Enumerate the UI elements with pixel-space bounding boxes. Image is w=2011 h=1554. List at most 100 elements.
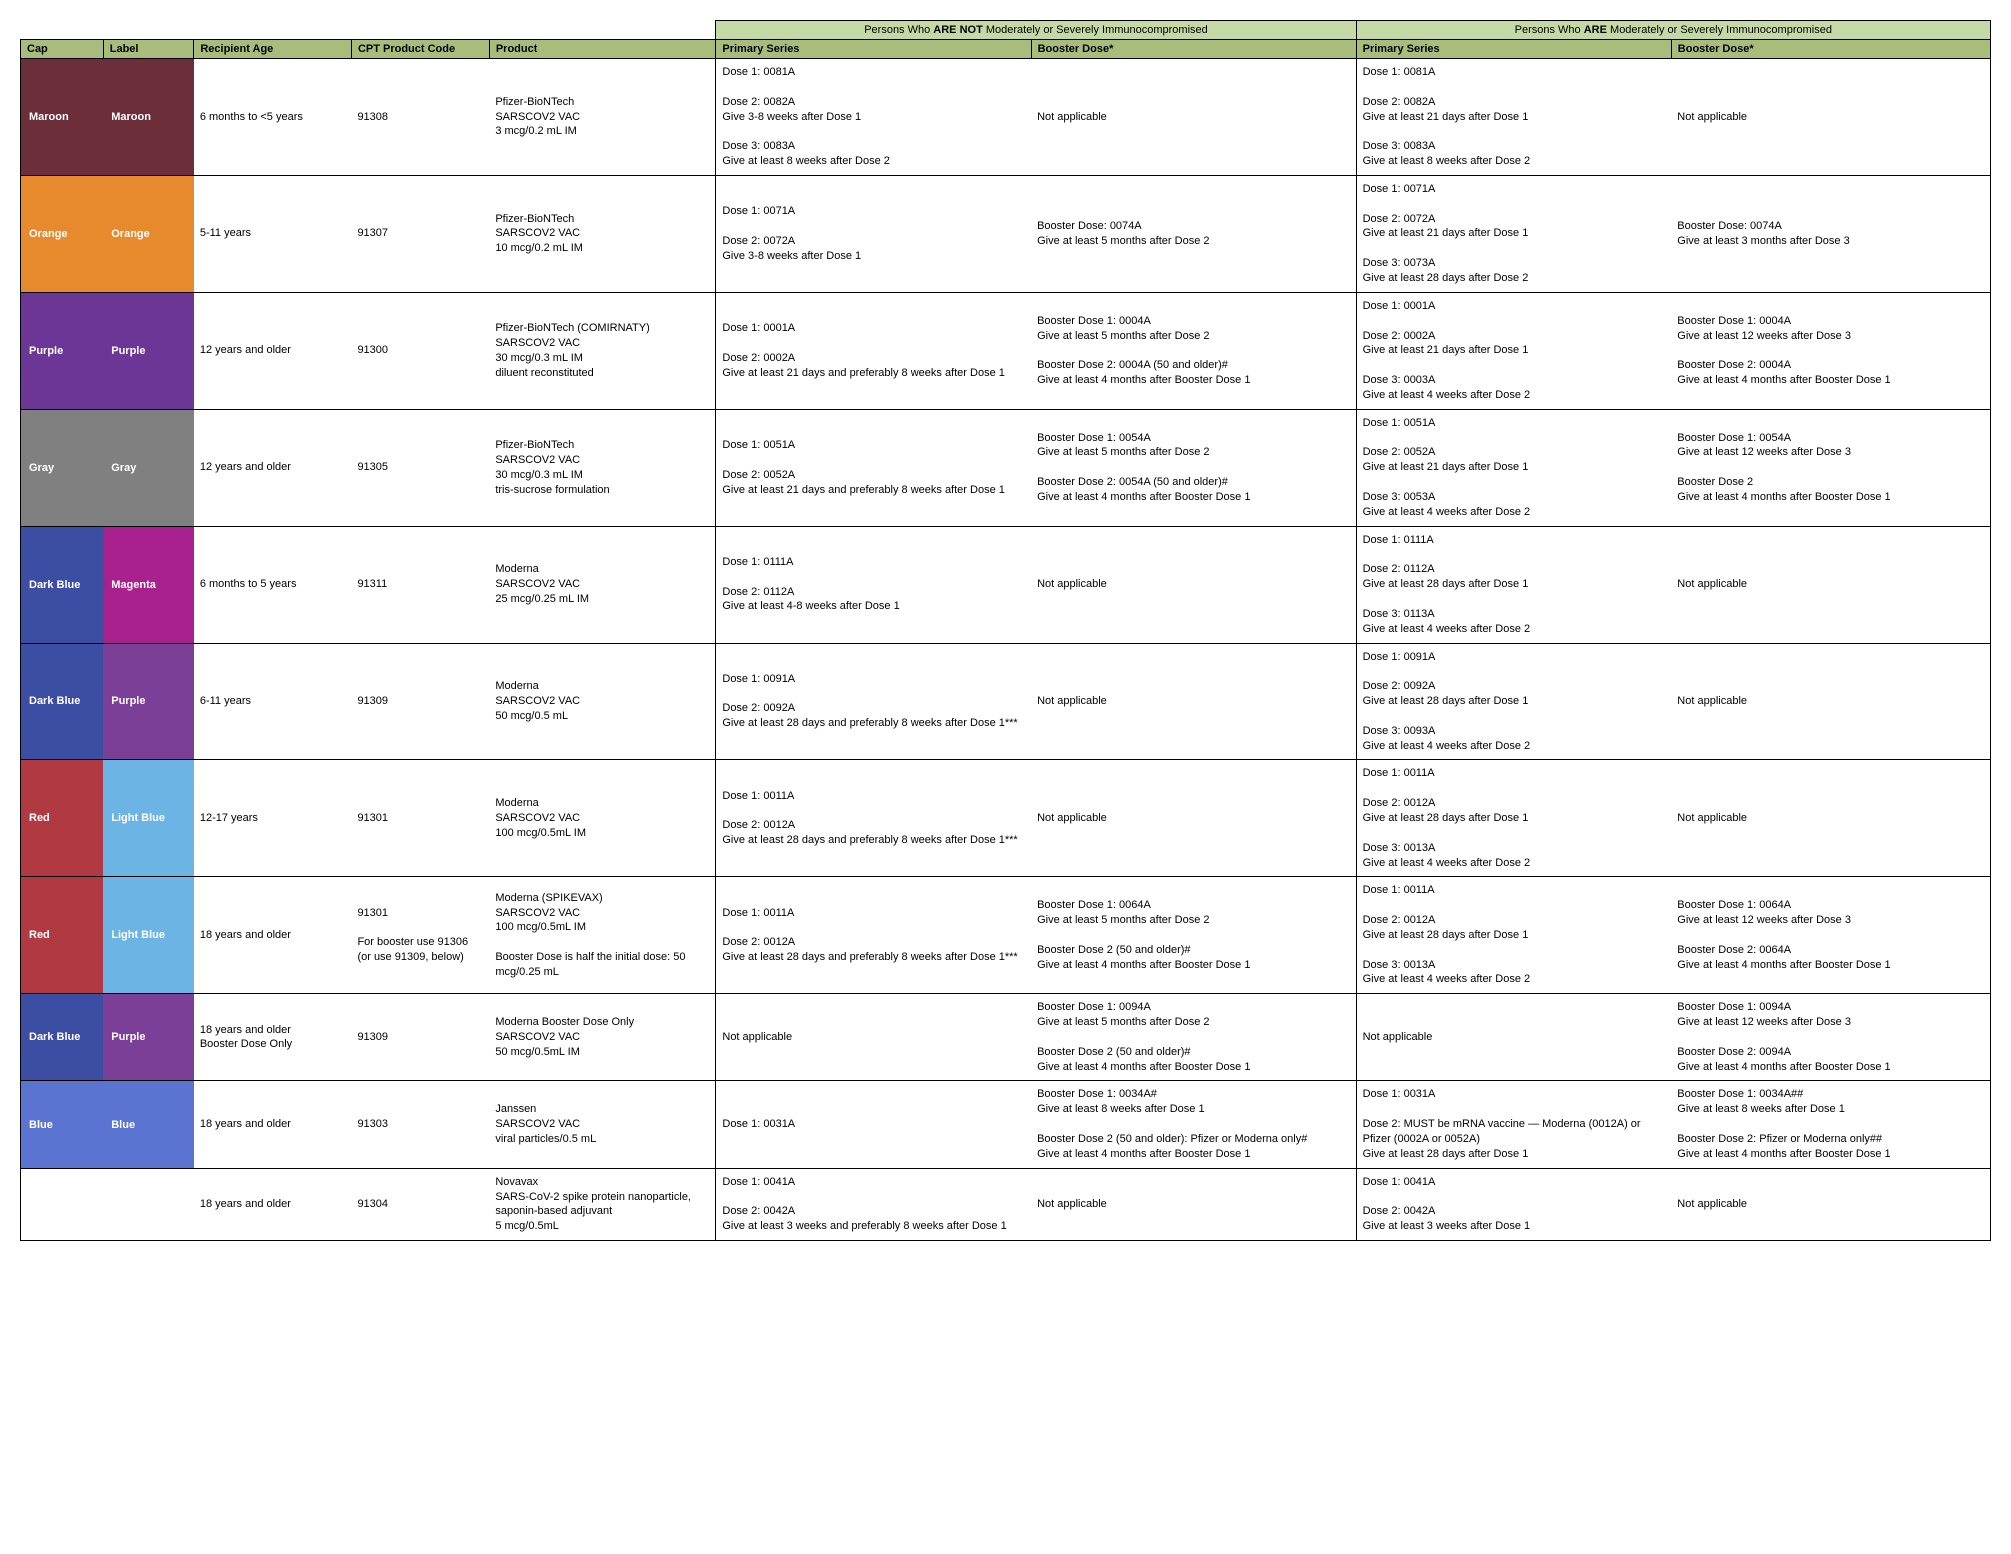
primary-series-not: Dose 1: 0091A Dose 2: 0092A Give at leas…	[716, 643, 1031, 760]
table-row: PurplePurple12 years and older91300Pfize…	[21, 292, 1991, 409]
label-cell: Purple	[103, 643, 194, 760]
booster-not: Booster Dose 1: 0034A# Give at least 8 w…	[1031, 1081, 1356, 1168]
label-cell: Magenta	[103, 526, 194, 643]
cap-cell: Maroon	[21, 59, 104, 176]
table-row: OrangeOrange5-11 years91307Pfizer-BioNTe…	[21, 175, 1991, 292]
col-product: Product	[489, 40, 716, 59]
cap-cell	[21, 1168, 104, 1240]
booster-not: Booster Dose 1: 0054A Give at least 5 mo…	[1031, 409, 1356, 526]
primary-series-not: Dose 1: 0041A Dose 2: 0042A Give at leas…	[716, 1168, 1031, 1240]
booster-are: Booster Dose: 0074A Give at least 3 mont…	[1671, 175, 1990, 292]
booster-not: Not applicable	[1031, 643, 1356, 760]
product-cell: Pfizer-BioNTech (COMIRNATY) SARSCOV2 VAC…	[489, 292, 716, 409]
product-cell: Novavax SARS-CoV-2 spike protein nanopar…	[489, 1168, 716, 1240]
booster-not: Booster Dose: 0074A Give at least 5 mont…	[1031, 175, 1356, 292]
label-cell	[103, 1168, 194, 1240]
table-row: Dark BlueMagenta6 months to 5 years91311…	[21, 526, 1991, 643]
primary-series-not: Dose 1: 0011A Dose 2: 0012A Give at leas…	[716, 760, 1031, 877]
product-cell: Moderna SARSCOV2 VAC 25 mcg/0.25 mL IM	[489, 526, 716, 643]
primary-series-are: Dose 1: 0031A Dose 2: MUST be mRNA vacci…	[1356, 1081, 1671, 1168]
product-cell: Pfizer-BioNTech SARSCOV2 VAC 30 mcg/0.3 …	[489, 409, 716, 526]
booster-not: Not applicable	[1031, 59, 1356, 176]
product-cell: Moderna (SPIKEVAX) SARSCOV2 VAC 100 mcg/…	[489, 877, 716, 994]
col-cap: Cap	[21, 40, 104, 59]
primary-series-are: Dose 1: 0091A Dose 2: 0092A Give at leas…	[1356, 643, 1671, 760]
primary-series-are: Dose 1: 0011A Dose 2: 0012A Give at leas…	[1356, 877, 1671, 994]
primary-series-are: Not applicable	[1356, 994, 1671, 1081]
cpt-cell: 91305	[351, 409, 489, 526]
cap-cell: Gray	[21, 409, 104, 526]
label-cell: Light Blue	[103, 760, 194, 877]
age-cell: 6 months to <5 years	[194, 59, 352, 176]
label-cell: Orange	[103, 175, 194, 292]
table-row: BlueBlue18 years and older91303Janssen S…	[21, 1081, 1991, 1168]
cap-cell: Blue	[21, 1081, 104, 1168]
booster-are: Not applicable	[1671, 760, 1990, 877]
label-cell: Purple	[103, 292, 194, 409]
cap-cell: Purple	[21, 292, 104, 409]
label-cell: Purple	[103, 994, 194, 1081]
primary-series-not: Dose 1: 0111A Dose 2: 0112A Give at leas…	[716, 526, 1031, 643]
age-cell: 12 years and older	[194, 292, 352, 409]
cpt-cell: 91308	[351, 59, 489, 176]
age-cell: 18 years and older	[194, 1168, 352, 1240]
cpt-cell: 91307	[351, 175, 489, 292]
booster-not: Not applicable	[1031, 526, 1356, 643]
booster-are: Booster Dose 1: 0094A Give at least 12 w…	[1671, 994, 1990, 1081]
booster-are: Not applicable	[1671, 643, 1990, 760]
label-cell: Blue	[103, 1081, 194, 1168]
product-cell: Moderna SARSCOV2 VAC 100 mcg/0.5mL IM	[489, 760, 716, 877]
vaccine-schedule-table: Persons Who ARE NOT Moderately or Severe…	[20, 20, 1991, 1241]
cpt-cell: 91301	[351, 760, 489, 877]
primary-series-not: Dose 1: 0081A Dose 2: 0082A Give 3-8 wee…	[716, 59, 1031, 176]
booster-are: Not applicable	[1671, 526, 1990, 643]
age-cell: 18 years and older	[194, 1081, 352, 1168]
booster-are: Not applicable	[1671, 59, 1990, 176]
product-cell: Moderna SARSCOV2 VAC 50 mcg/0.5 mL	[489, 643, 716, 760]
group-header-not: Persons Who ARE NOT Moderately or Severe…	[716, 21, 1356, 40]
table-row: RedLight Blue18 years and older91301 For…	[21, 877, 1991, 994]
cpt-cell: 91304	[351, 1168, 489, 1240]
cpt-cell: 91303	[351, 1081, 489, 1168]
cpt-cell: 91309	[351, 994, 489, 1081]
primary-series-are: Dose 1: 0071A Dose 2: 0072A Give at leas…	[1356, 175, 1671, 292]
cap-cell: Dark Blue	[21, 994, 104, 1081]
primary-series-not: Dose 1: 0001A Dose 2: 0002A Give at leas…	[716, 292, 1031, 409]
booster-are: Not applicable	[1671, 1168, 1990, 1240]
cpt-cell: 91309	[351, 643, 489, 760]
booster-not: Not applicable	[1031, 760, 1356, 877]
col-label: Label	[103, 40, 194, 59]
cpt-cell: 91300	[351, 292, 489, 409]
label-cell: Maroon	[103, 59, 194, 176]
primary-series-not: Dose 1: 0051A Dose 2: 0052A Give at leas…	[716, 409, 1031, 526]
age-cell: 12 years and older	[194, 409, 352, 526]
product-cell: Janssen SARSCOV2 VAC viral particles/0.5…	[489, 1081, 716, 1168]
primary-series-not: Not applicable	[716, 994, 1031, 1081]
primary-series-not: Dose 1: 0031A	[716, 1081, 1031, 1168]
table-row: GrayGray12 years and older91305Pfizer-Bi…	[21, 409, 1991, 526]
booster-are: Booster Dose 1: 0064A Give at least 12 w…	[1671, 877, 1990, 994]
cap-cell: Red	[21, 760, 104, 877]
age-cell: 6 months to 5 years	[194, 526, 352, 643]
cpt-cell: 91311	[351, 526, 489, 643]
cap-cell: Dark Blue	[21, 526, 104, 643]
booster-not: Booster Dose 1: 0094A Give at least 5 mo…	[1031, 994, 1356, 1081]
cpt-cell: 91301 For booster use 91306 (or use 9130…	[351, 877, 489, 994]
table-row: Dark BluePurple18 years and older Booste…	[21, 994, 1991, 1081]
col-primary-not: Primary Series	[716, 40, 1031, 59]
primary-series-not: Dose 1: 0071A Dose 2: 0072A Give 3-8 wee…	[716, 175, 1031, 292]
age-cell: 18 years and older Booster Dose Only	[194, 994, 352, 1081]
age-cell: 5-11 years	[194, 175, 352, 292]
bold-are: ARE	[1584, 24, 1607, 36]
col-booster-not: Booster Dose*	[1031, 40, 1356, 59]
col-primary-are: Primary Series	[1356, 40, 1671, 59]
booster-not: Booster Dose 1: 0004A Give at least 5 mo…	[1031, 292, 1356, 409]
age-cell: 6-11 years	[194, 643, 352, 760]
product-cell: Pfizer-BioNTech SARSCOV2 VAC 10 mcg/0.2 …	[489, 175, 716, 292]
booster-are: Booster Dose 1: 0054A Give at least 12 w…	[1671, 409, 1990, 526]
cap-cell: Orange	[21, 175, 104, 292]
primary-series-not: Dose 1: 0011A Dose 2: 0012A Give at leas…	[716, 877, 1031, 994]
label-cell: Light Blue	[103, 877, 194, 994]
primary-series-are: Dose 1: 0041A Dose 2: 0042A Give at leas…	[1356, 1168, 1671, 1240]
booster-not: Not applicable	[1031, 1168, 1356, 1240]
